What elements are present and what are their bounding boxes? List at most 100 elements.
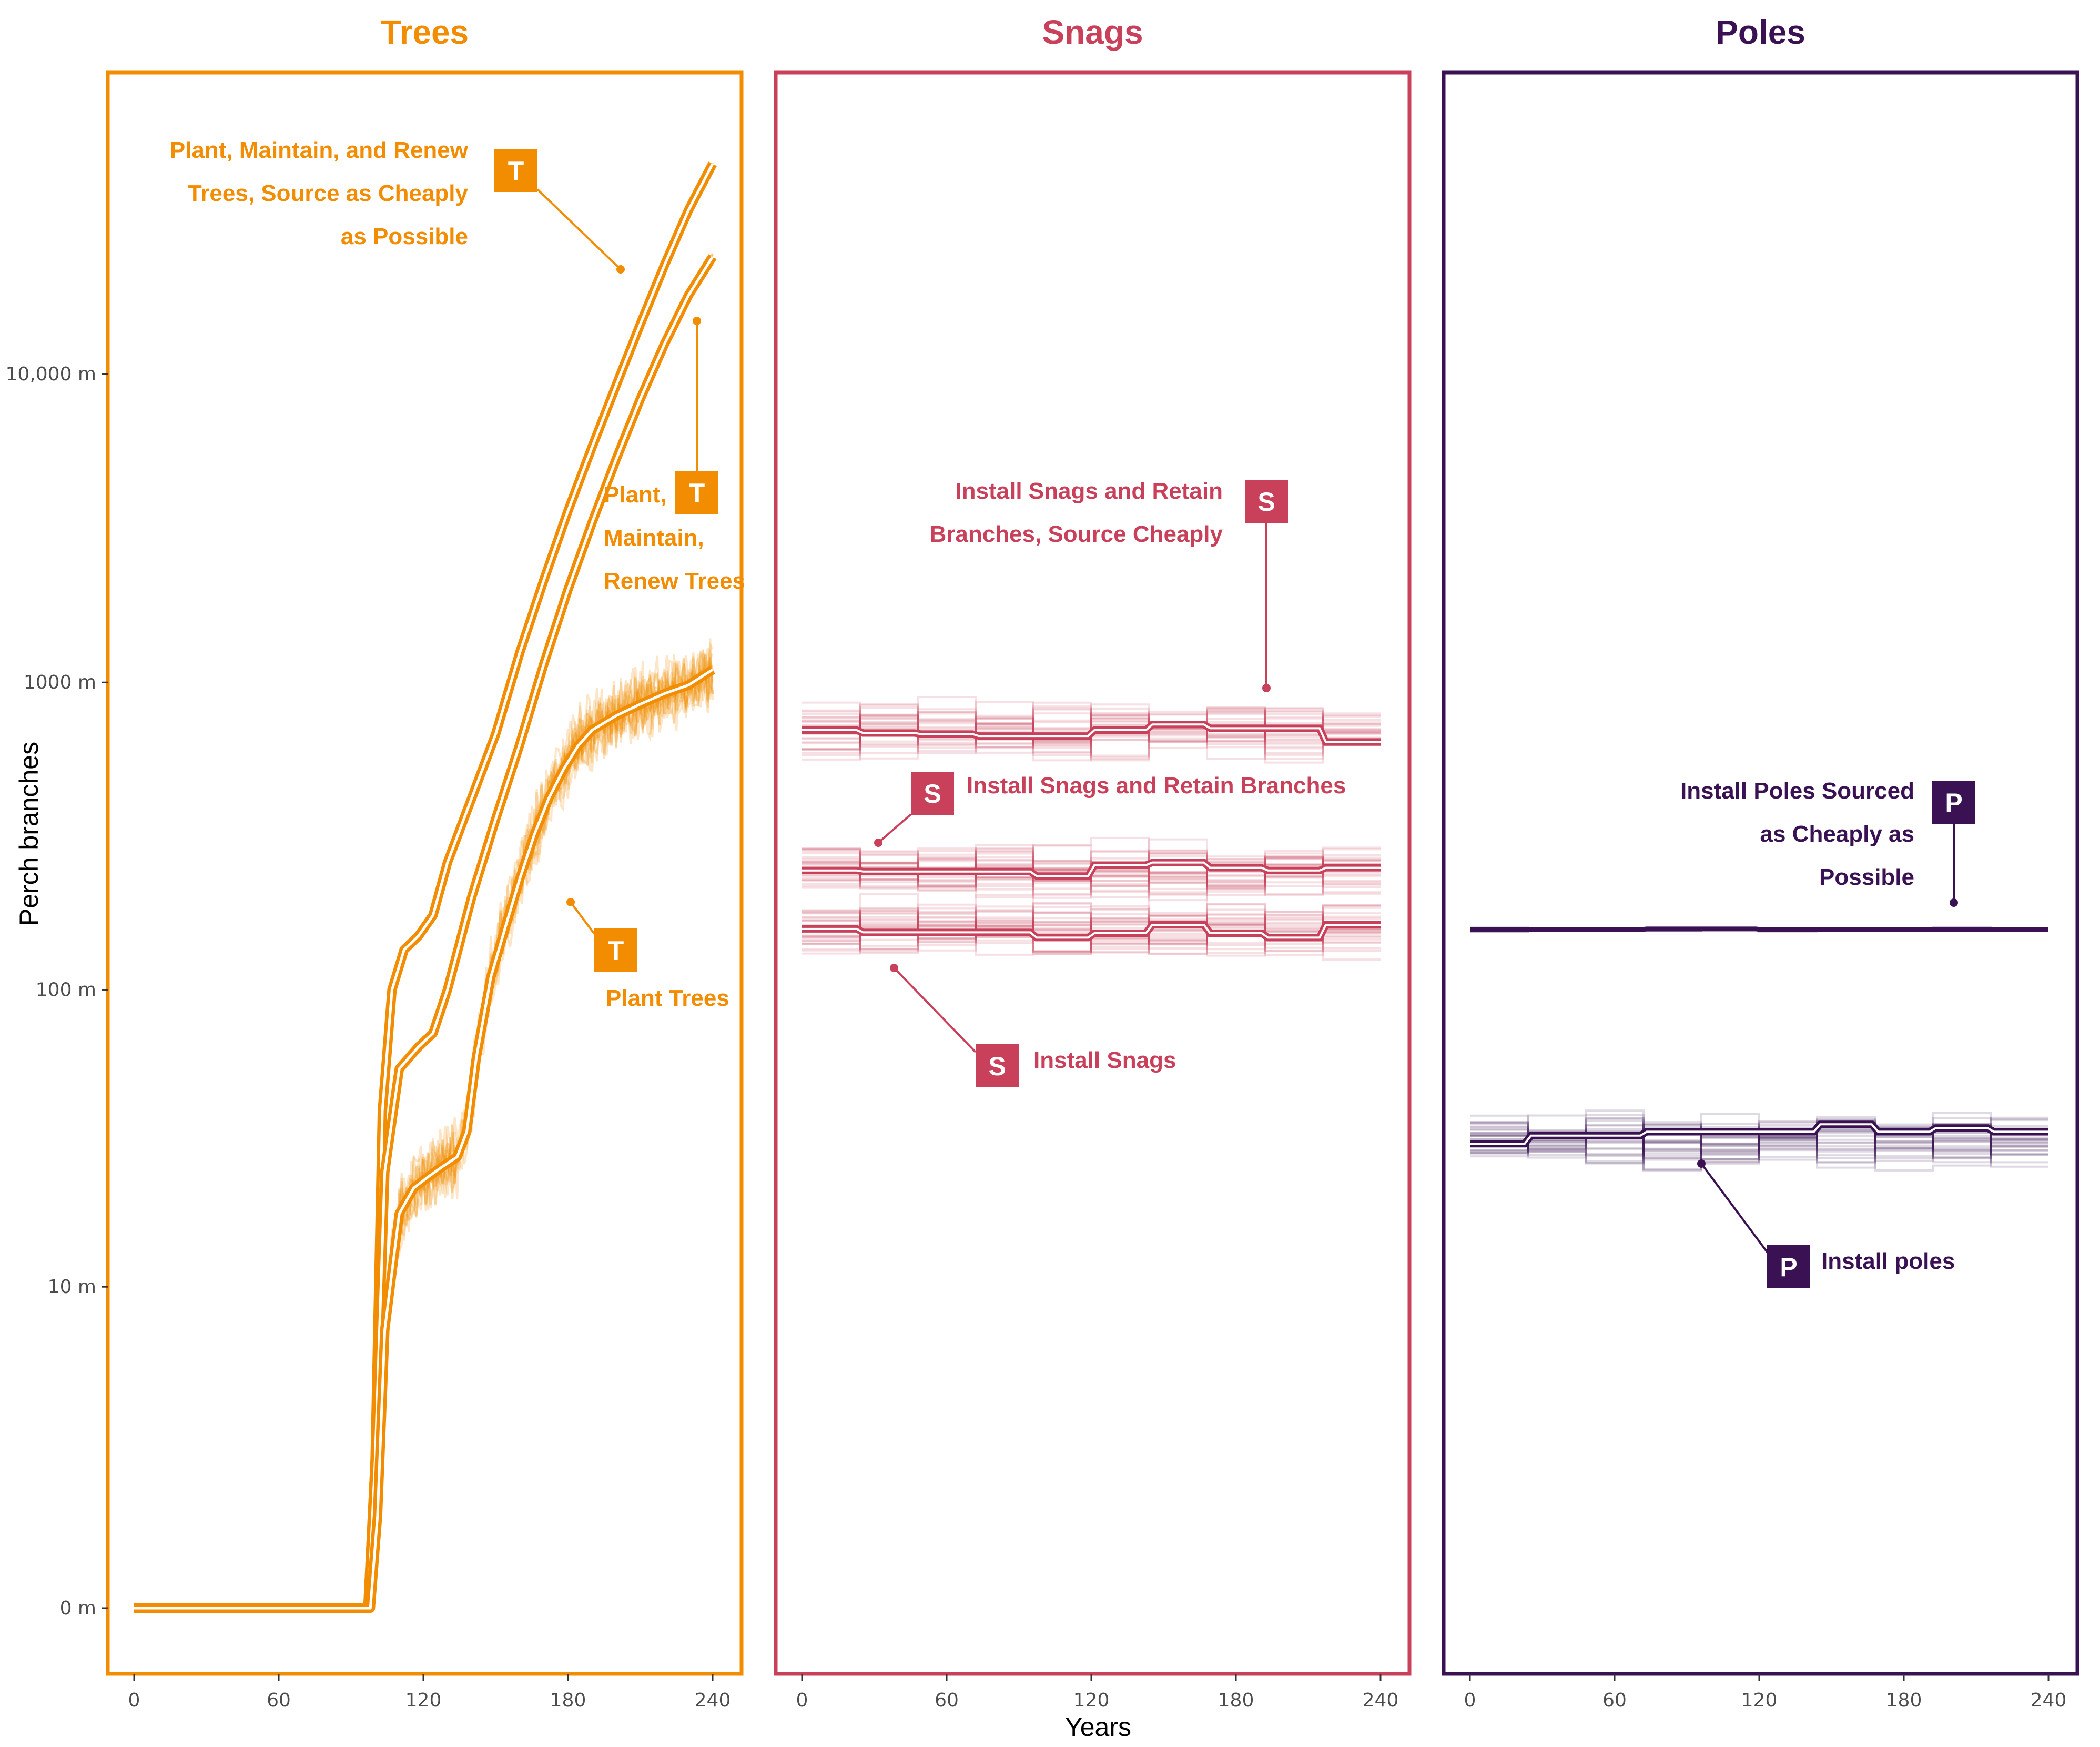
- panel-frame: [774, 70, 1412, 1676]
- replicate-line: [802, 910, 1381, 956]
- replicate-line: [134, 658, 714, 1609]
- replicate-line: [802, 714, 1381, 733]
- panel-frame: [106, 70, 744, 1676]
- series-badge: [1767, 1245, 1810, 1288]
- panel-title: Snags: [1042, 13, 1143, 51]
- series-1: [131, 161, 717, 1613]
- replicate-line: [1470, 1114, 2048, 1153]
- replicate-line: [1470, 1134, 2048, 1163]
- annotation-label: Plant Trees: [606, 985, 729, 1011]
- replicate-line: [802, 713, 1381, 745]
- annotation-label: Branches, Source Cheaply: [929, 521, 1223, 547]
- x-tick-label: 180: [1886, 1690, 1922, 1711]
- leader-dot: [874, 839, 882, 847]
- replicate-line: [134, 664, 714, 1609]
- replicate-line: [802, 915, 1381, 953]
- y-tick-label: 0 m: [60, 1598, 96, 1619]
- badge-letter: P: [1945, 788, 1962, 817]
- replicate-line: [134, 651, 714, 1609]
- leader-dot: [693, 317, 701, 325]
- leader-dot: [616, 265, 625, 274]
- replicate-line: [134, 649, 714, 1609]
- series-2: [802, 836, 1381, 902]
- replicate-line: [134, 165, 714, 1609]
- annotation-label: Trees, Source as Cheaply: [188, 180, 469, 206]
- leader-line: [893, 967, 977, 1053]
- leader-dot: [1697, 1159, 1706, 1168]
- series-badge: [675, 471, 718, 514]
- mean-line-outline: [131, 665, 715, 1613]
- x-tick-label: 180: [1218, 1690, 1254, 1711]
- replicate-line: [134, 641, 714, 1609]
- annotation: P Install poles: [1697, 1159, 1955, 1288]
- y-tick-label: 1000 m: [24, 672, 96, 693]
- panel-poles: Poles 0 60 120 180 240 P Install Poles Sourced a…: [1442, 13, 2079, 1711]
- replicate-line: [1470, 1121, 2048, 1159]
- series-badge: [976, 1044, 1019, 1087]
- annotation-label: Plant,: [604, 482, 667, 508]
- mean-line: [1470, 926, 2048, 932]
- replicate-line: [1470, 1114, 2048, 1165]
- mean-line: [134, 163, 714, 1610]
- y-tick-label: 10 m: [48, 1276, 96, 1298]
- replicate-line: [134, 653, 714, 1609]
- x-tick-label: 0: [796, 1690, 808, 1711]
- x-tick-label: 120: [405, 1690, 442, 1711]
- annotation: S Install Snags: [890, 964, 1176, 1087]
- mean-line: [802, 924, 1381, 939]
- replicate-line: [802, 857, 1381, 896]
- annotation: T Plant Trees: [566, 898, 729, 1011]
- replicate-line: [1470, 1126, 2048, 1152]
- replicate-line: [134, 653, 714, 1609]
- annotation-label: Install Snags and Retain Branches: [967, 773, 1346, 799]
- panels-layer: Trees 0 60 120 180 240 T Plant, Maintain, and R…: [106, 13, 2079, 1711]
- replicate-line: [802, 907, 1381, 951]
- mean-line: [802, 723, 1381, 743]
- x-tick-label: 0: [1464, 1690, 1476, 1711]
- leader-line: [570, 901, 595, 935]
- series-badge: [494, 149, 537, 192]
- x-tick-label: 240: [695, 1690, 731, 1711]
- replicate-line: [802, 701, 1381, 750]
- replicate-line: [802, 902, 1381, 938]
- replicate-line: [802, 847, 1381, 892]
- annotation: S Install Snags and Retain Branches: [874, 772, 1346, 847]
- replicate-line: [802, 902, 1381, 931]
- replicate-line: [134, 649, 714, 1609]
- x-tick-label: 240: [2031, 1690, 2067, 1711]
- replicate-line: [134, 165, 714, 1609]
- x-tick-label: 60: [1602, 1690, 1627, 1711]
- mean-line: [802, 861, 1381, 877]
- x-tick-label: 60: [267, 1690, 291, 1711]
- y-axis: 0 m 10 m 100 m 1000 m 10,000 m: [6, 363, 108, 1619]
- replicate-line: [802, 910, 1381, 955]
- replicate-line: [802, 713, 1381, 754]
- x-tick-label: 60: [935, 1690, 959, 1711]
- panel-snags: Snags 0 60 120 180 240 S Install Snags and Reta…: [774, 13, 1412, 1711]
- x-tick-label: 120: [1741, 1690, 1778, 1711]
- panel-title: Poles: [1716, 13, 1805, 51]
- series-3: [802, 892, 1381, 961]
- badge-letter: S: [988, 1052, 1006, 1081]
- replicate-line: [802, 906, 1381, 961]
- replicate-line: [134, 648, 714, 1609]
- annotation-label: Maintain,: [604, 525, 704, 551]
- replicate-line: [802, 907, 1381, 952]
- leader-line: [536, 188, 622, 270]
- replicate-line: [1470, 1118, 2048, 1152]
- x-axis-title: Years: [1065, 1712, 1131, 1742]
- annotation-label: Install poles: [1821, 1248, 1955, 1274]
- annotation-label: Plant, Maintain, and Renew: [170, 137, 469, 163]
- badge-letter: S: [1257, 487, 1275, 517]
- panel-trees: Trees 0 60 120 180 240 T Plant, Maintain, and R…: [106, 13, 745, 1711]
- annotation-label: Possible: [1819, 864, 1914, 890]
- series-badge: [594, 928, 637, 972]
- leader-dot: [1950, 898, 1958, 907]
- annotation: T Plant, Maintain, and Renew Trees, Source…: [170, 137, 625, 274]
- replicate-line: [802, 852, 1381, 890]
- series-badge: [911, 772, 954, 815]
- series-1: [802, 696, 1381, 764]
- badge-letter: T: [608, 936, 624, 965]
- annotation-label: Install Snags and Retain: [955, 478, 1223, 504]
- replicate-line: [134, 653, 713, 1609]
